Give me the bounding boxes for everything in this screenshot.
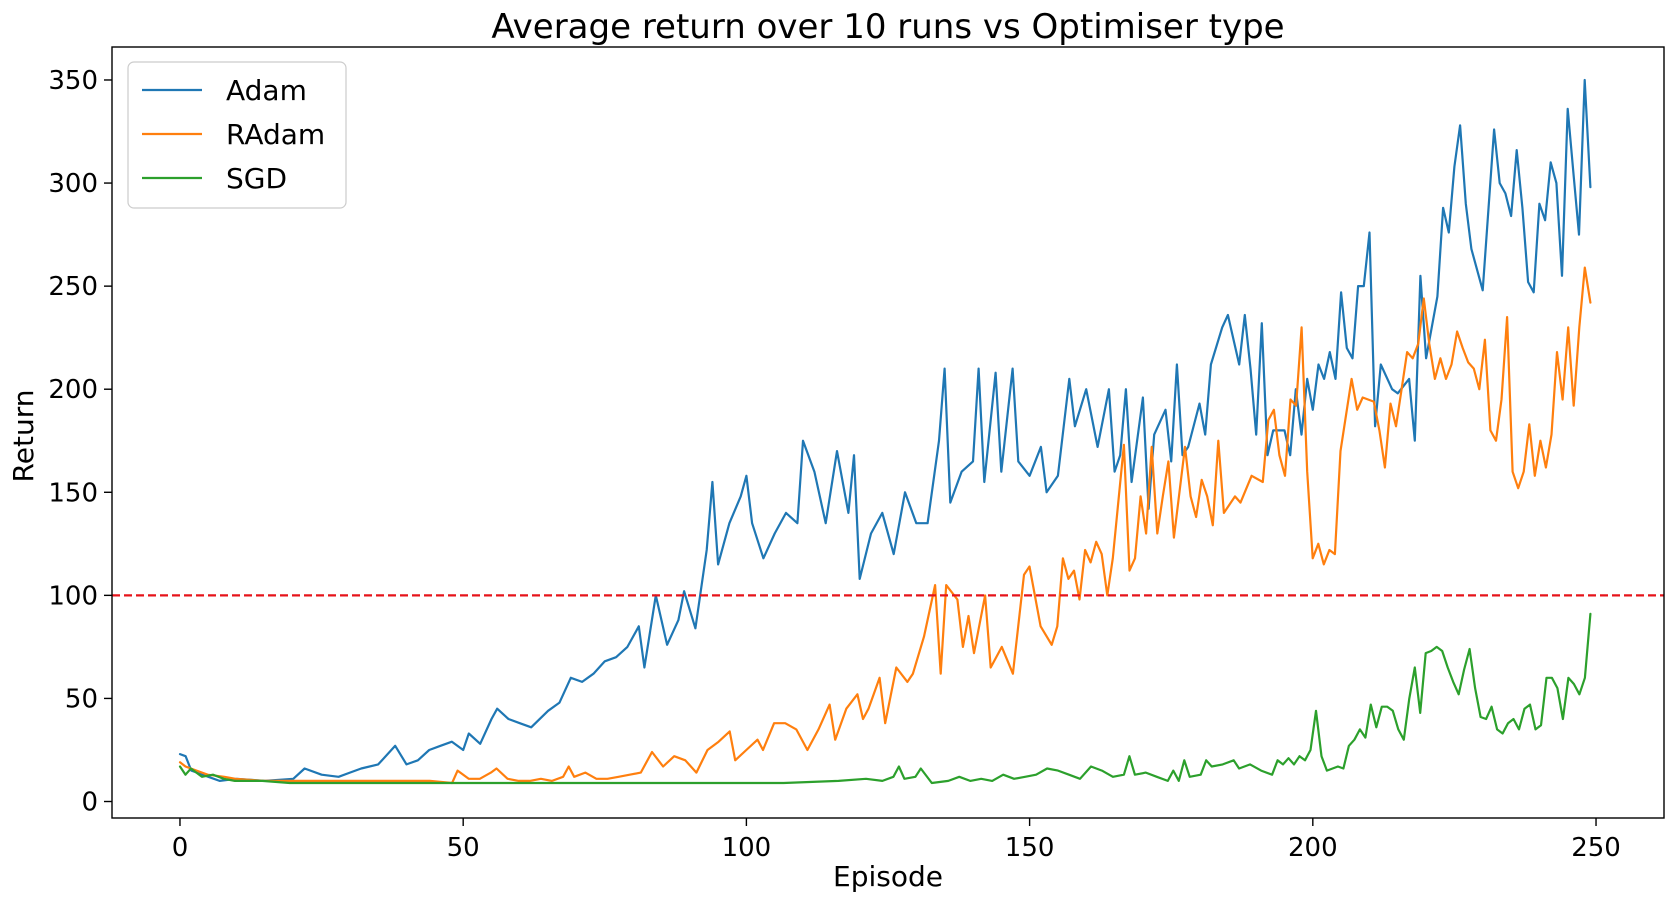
legend-label-adam: Adam [226,74,307,107]
plot-frame [111,46,1665,819]
x-tick-label: 150 [1005,833,1055,863]
series-line-radam [178,266,1592,785]
plot-area [112,78,1664,785]
y-tick-label: 350 [48,66,98,96]
y-tick-label: 0 [81,788,98,818]
y-tick-label: 50 [65,684,98,714]
y-axis-title: Return [7,390,40,483]
chart-title: Average return over 10 runs vs Optimiser… [491,7,1284,47]
y-tick-label: 200 [48,375,98,405]
y-tick-label: 300 [48,169,98,199]
series-line-adam [178,78,1592,783]
y-tick-label: 150 [48,478,98,508]
x-tick-label: 200 [1288,833,1338,863]
y-tick-label: 250 [48,272,98,302]
legend-label-sgd: SGD [226,162,287,195]
legend-box [127,61,347,209]
x-tick-label: 250 [1571,833,1621,863]
x-tick-label: 50 [447,833,480,863]
x-tick-label: 0 [172,833,189,863]
axes: 0 50 100 150 200 250 0 50 100 150 200 250 300 350 [48,46,1665,863]
series-line-sgd [178,612,1592,785]
y-tick-label: 100 [48,581,98,611]
x-axis-title: Episode [833,860,943,893]
legend-label-radam: RAdam [226,118,325,151]
x-tick-label: 100 [722,833,772,863]
legend: Adam RAdam SGD [127,61,347,209]
